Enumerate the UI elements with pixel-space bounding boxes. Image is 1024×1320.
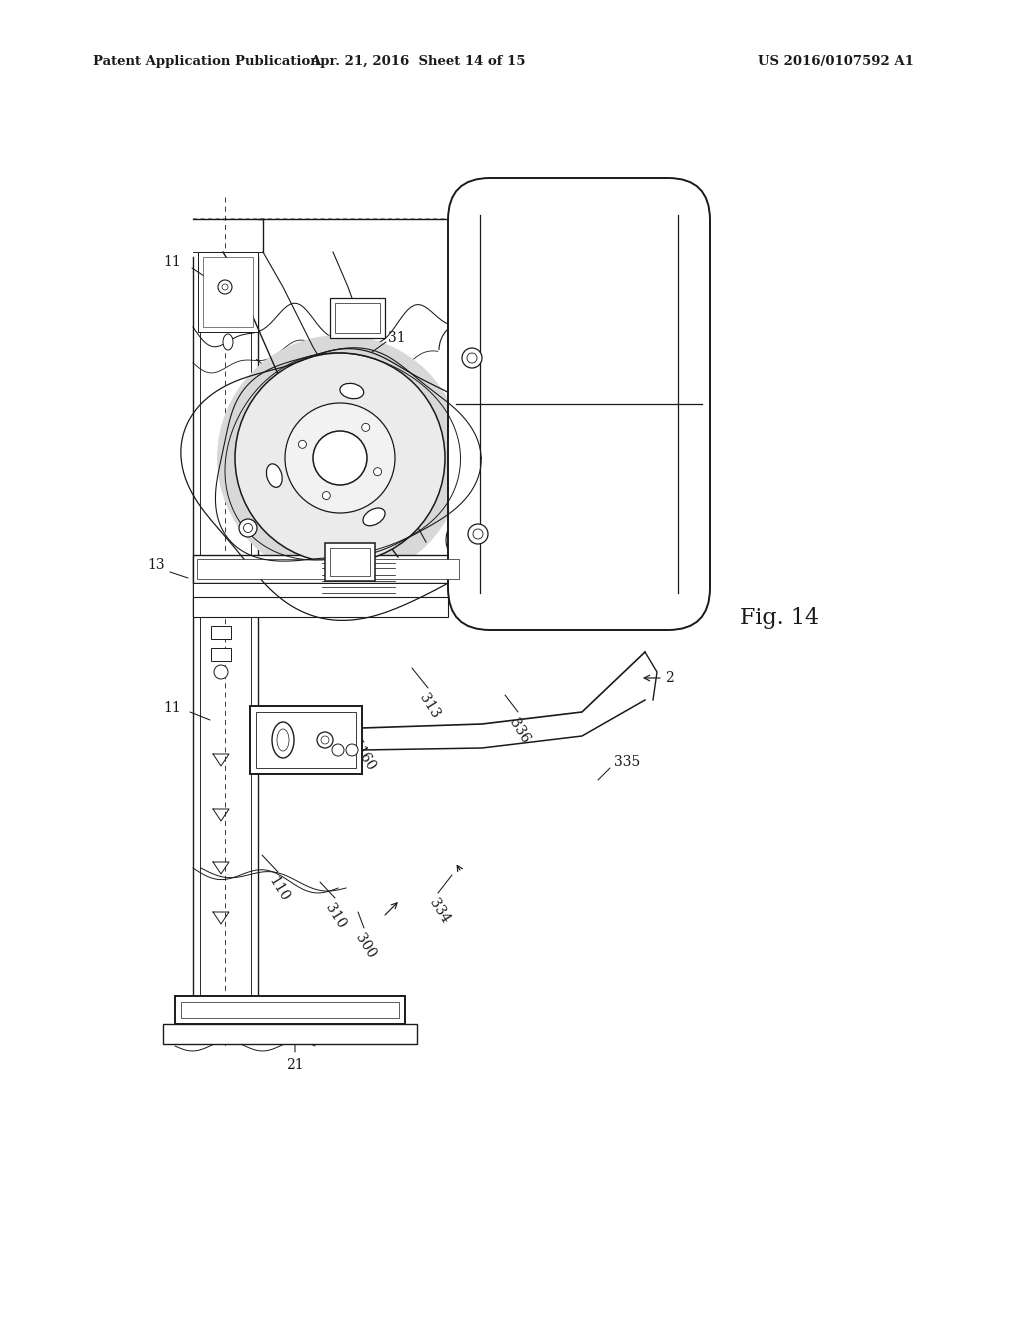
Bar — [250, 706, 362, 774]
Text: 313: 313 — [416, 692, 442, 721]
Text: Patent Application Publication: Patent Application Publication — [93, 55, 319, 69]
Circle shape — [462, 348, 482, 368]
Circle shape — [473, 529, 483, 539]
Ellipse shape — [223, 334, 233, 350]
Text: 110: 110 — [266, 874, 292, 904]
Circle shape — [346, 744, 358, 756]
Circle shape — [361, 424, 370, 432]
Circle shape — [313, 432, 367, 484]
Bar — [325, 543, 375, 581]
Circle shape — [374, 467, 382, 475]
Text: 2: 2 — [665, 671, 674, 685]
Bar — [330, 548, 370, 576]
Ellipse shape — [266, 463, 283, 487]
Bar — [193, 583, 463, 597]
Circle shape — [222, 284, 228, 290]
Bar — [181, 1002, 399, 1018]
Text: 336: 336 — [506, 717, 531, 746]
Ellipse shape — [272, 722, 294, 758]
Circle shape — [468, 524, 488, 544]
Ellipse shape — [362, 508, 385, 525]
Circle shape — [218, 280, 232, 294]
FancyBboxPatch shape — [449, 178, 710, 630]
Text: 334: 334 — [426, 896, 452, 927]
Bar — [330, 298, 385, 338]
Bar — [175, 997, 406, 1024]
Text: Apr. 21, 2016  Sheet 14 of 15: Apr. 21, 2016 Sheet 14 of 15 — [310, 55, 525, 69]
Text: 11: 11 — [163, 701, 181, 715]
Text: 3: 3 — [666, 539, 675, 552]
Circle shape — [217, 335, 463, 581]
Text: 13: 13 — [147, 558, 165, 572]
Bar — [203, 257, 253, 327]
Bar — [197, 558, 459, 579]
Ellipse shape — [278, 729, 289, 751]
Bar — [163, 1024, 417, 1044]
Text: Fig. 14: Fig. 14 — [740, 607, 819, 630]
Text: 21: 21 — [286, 1059, 304, 1072]
Bar — [193, 597, 449, 616]
Circle shape — [467, 352, 477, 363]
Bar — [198, 252, 258, 333]
Bar — [335, 304, 380, 333]
Circle shape — [298, 441, 306, 449]
Circle shape — [321, 737, 329, 744]
Circle shape — [239, 519, 257, 537]
Text: 335: 335 — [614, 755, 640, 770]
Text: 310: 310 — [323, 902, 348, 931]
Bar — [193, 554, 463, 583]
Circle shape — [244, 524, 253, 532]
Circle shape — [332, 744, 344, 756]
Circle shape — [317, 733, 333, 748]
Circle shape — [323, 491, 331, 499]
Bar — [211, 626, 231, 639]
Text: 31: 31 — [388, 331, 406, 345]
Text: 300: 300 — [352, 932, 378, 961]
Circle shape — [285, 403, 395, 513]
Text: 150: 150 — [324, 744, 350, 774]
Bar — [256, 711, 356, 768]
Text: 11: 11 — [163, 255, 181, 269]
Circle shape — [234, 352, 445, 564]
Circle shape — [214, 665, 228, 678]
Ellipse shape — [340, 383, 364, 399]
Text: 160: 160 — [352, 744, 378, 774]
Bar — [211, 648, 231, 661]
Text: US 2016/0107592 A1: US 2016/0107592 A1 — [758, 55, 913, 69]
